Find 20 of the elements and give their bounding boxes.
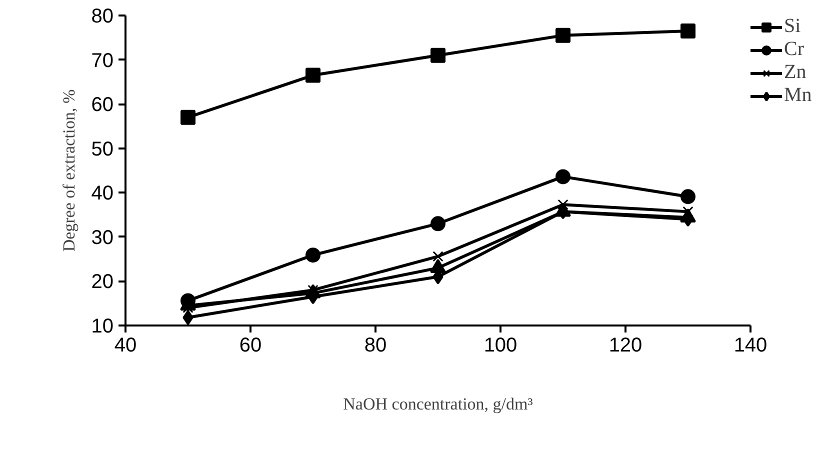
x-tick-label: 140 — [734, 334, 768, 356]
x-tick-label: 40 — [114, 334, 137, 356]
y-tick-label: 40 — [91, 182, 114, 205]
y-tick-label: 80 — [91, 6, 114, 28]
legend-label: Mn — [784, 84, 812, 107]
x-tick-label: 120 — [608, 334, 642, 356]
legend-label: Zn — [784, 61, 806, 84]
legend-label: Si — [784, 15, 802, 38]
y-axis-title: Degree of extraction, % — [59, 89, 78, 252]
y-tick-label: 70 — [91, 50, 114, 72]
y-tick-label: 50 — [91, 138, 114, 160]
y-tick-label: 20 — [91, 271, 114, 294]
y-tick-label: 60 — [91, 94, 114, 116]
x-tick-label: 100 — [484, 334, 518, 356]
x-axis-title: NaOH concentration, g/dm³ — [343, 394, 533, 414]
legend-label: Cr — [784, 38, 804, 61]
x-tick-label: 60 — [239, 334, 262, 356]
y-tick-label: 30 — [91, 226, 114, 249]
y-tick-label: 10 — [91, 316, 114, 338]
x-tick-label: 80 — [364, 334, 387, 356]
